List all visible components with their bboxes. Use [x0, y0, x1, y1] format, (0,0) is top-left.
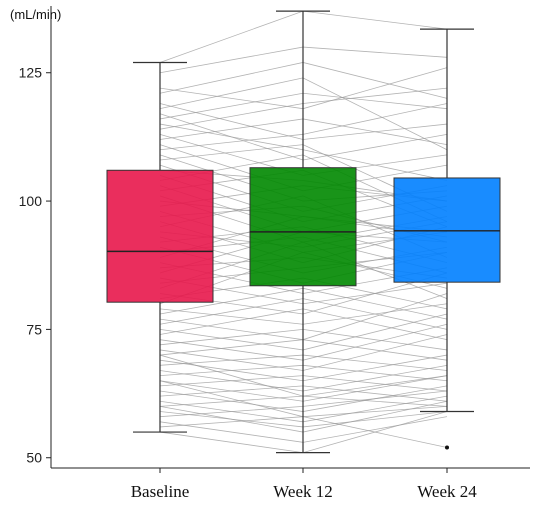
- category-labels-layer: Baseline Week 12 Week 24: [131, 468, 477, 501]
- box-body: [106, 169, 214, 303]
- box-week-24: [393, 28, 501, 450]
- box-week-12: [249, 10, 357, 454]
- y-axis-unit-label: (mL/min): [10, 7, 61, 22]
- axes-layer: [50, 6, 530, 469]
- box-body: [249, 167, 357, 287]
- y-tick-label: 50: [26, 450, 42, 466]
- category-label: Week 12: [273, 482, 333, 501]
- y-tick-label: 125: [19, 65, 43, 81]
- ticks-layer: 50 75 100 125: [19, 65, 51, 466]
- category-label: Baseline: [131, 482, 190, 501]
- y-tick-label: 75: [26, 321, 42, 337]
- outlier-point: [445, 445, 449, 450]
- y-tick-label: 100: [19, 193, 43, 209]
- box-baseline: [106, 61, 214, 433]
- boxes-layer: [106, 10, 501, 454]
- category-label: Week 24: [417, 482, 477, 501]
- box-body: [393, 177, 501, 283]
